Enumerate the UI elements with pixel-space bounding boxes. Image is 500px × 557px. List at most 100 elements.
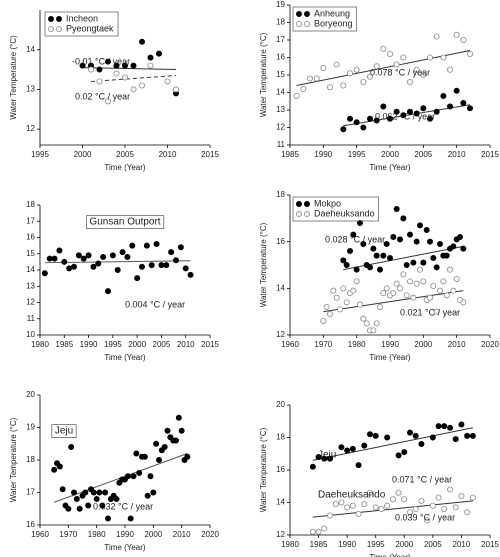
data-point: [177, 244, 184, 251]
x-axis-label: Time (Year): [104, 163, 146, 172]
title-box: [86, 215, 165, 229]
data-point: [326, 310, 333, 317]
x-tick-label: 1990: [338, 540, 356, 549]
data-point: [393, 205, 400, 212]
data-point: [406, 509, 413, 516]
data-point: [172, 437, 179, 444]
data-point: [182, 265, 189, 272]
x-tick-label: 1985: [310, 540, 328, 549]
data-point: [346, 70, 353, 77]
data-point: [90, 263, 97, 270]
x-tick-label: 2015: [201, 150, 219, 159]
panel: 1960 1970 1980 1990 2000 2010 2020 12 14 16 18 Time…: [259, 190, 499, 362]
data-point: [395, 489, 402, 496]
trend-line: [343, 245, 464, 271]
data-point: [361, 442, 368, 449]
data-point: [443, 292, 450, 299]
data-point: [315, 453, 322, 460]
panel-title: Jeju: [55, 426, 73, 437]
data-point: [66, 265, 73, 272]
data-point: [85, 502, 92, 509]
data-point: [400, 112, 407, 119]
data-point: [164, 78, 171, 85]
data-point: [326, 84, 333, 91]
data-point: [124, 473, 131, 480]
x-tick-label: 2005: [153, 340, 171, 349]
data-point: [416, 266, 423, 273]
data-point: [423, 226, 430, 233]
x-tick-label: 1990: [314, 150, 332, 159]
data-point: [420, 278, 427, 285]
legend-marker: [295, 210, 302, 217]
data-point: [113, 62, 120, 69]
data-point: [178, 427, 185, 434]
legend-label: Anheung: [314, 8, 350, 18]
data-point: [340, 82, 347, 89]
x-tick-label: 1985: [281, 150, 299, 159]
data-point: [386, 254, 393, 261]
data-point: [458, 421, 465, 428]
y-tick-label: 20: [276, 400, 285, 409]
data-point: [376, 303, 383, 310]
y-tick-label: 12: [276, 330, 285, 339]
title-box: [51, 424, 77, 438]
y-tick-label: 11: [27, 314, 36, 323]
x-tick-label: 1980: [281, 540, 299, 549]
data-point: [309, 528, 316, 535]
x-tick-label: 1990: [116, 530, 134, 539]
legend-marker: [303, 10, 310, 17]
data-point: [380, 45, 387, 52]
data-point: [79, 62, 86, 69]
y-tick-label: 20: [26, 390, 35, 399]
x-tick-label: 2000: [381, 150, 399, 159]
data-point: [441, 423, 448, 430]
annotation: 0.02 °C / year: [75, 91, 130, 101]
data-point: [360, 315, 367, 322]
data-point: [406, 429, 413, 436]
data-point: [59, 486, 66, 493]
data-point: [380, 252, 387, 259]
data-point: [164, 427, 171, 434]
data-point: [452, 504, 459, 511]
data-point: [75, 252, 82, 259]
data-point: [370, 327, 377, 334]
data-point: [309, 463, 316, 470]
data-point: [360, 240, 367, 247]
data-point: [133, 450, 140, 457]
data-point: [424, 517, 431, 524]
data-point: [90, 489, 97, 496]
data-point: [410, 294, 417, 301]
legend-marker: [48, 25, 55, 32]
data-point: [130, 86, 137, 93]
data-point: [380, 289, 387, 296]
data-point: [68, 443, 75, 450]
data-point: [353, 266, 360, 273]
x-tick-label: 2015: [481, 150, 499, 159]
data-point: [446, 486, 453, 493]
data-point: [124, 253, 131, 260]
data-point: [172, 86, 179, 93]
data-point: [349, 445, 356, 452]
y-tick-label: 18: [26, 200, 35, 209]
x-tick-label: 2015: [481, 540, 499, 549]
y-tick-label: 16: [26, 520, 35, 529]
y-tick-label: 18: [26, 455, 35, 464]
data-point: [453, 87, 460, 94]
data-point: [343, 261, 350, 268]
data-point: [376, 266, 383, 273]
data-point: [96, 66, 103, 73]
x-tick-label: 2010: [173, 530, 191, 539]
data-point: [413, 110, 420, 117]
data-point: [396, 236, 403, 243]
data-point: [85, 252, 92, 259]
legend-marker: [303, 200, 310, 207]
data-point: [450, 243, 457, 250]
data-point: [93, 495, 100, 502]
x-tick-label: 2010: [453, 540, 471, 549]
x-tick-label: 1960: [31, 530, 49, 539]
y-tick-label: 13: [26, 281, 35, 290]
data-point: [99, 502, 106, 509]
data-point: [141, 453, 148, 460]
data-point: [338, 499, 345, 506]
x-tick-label: 1970: [59, 530, 77, 539]
